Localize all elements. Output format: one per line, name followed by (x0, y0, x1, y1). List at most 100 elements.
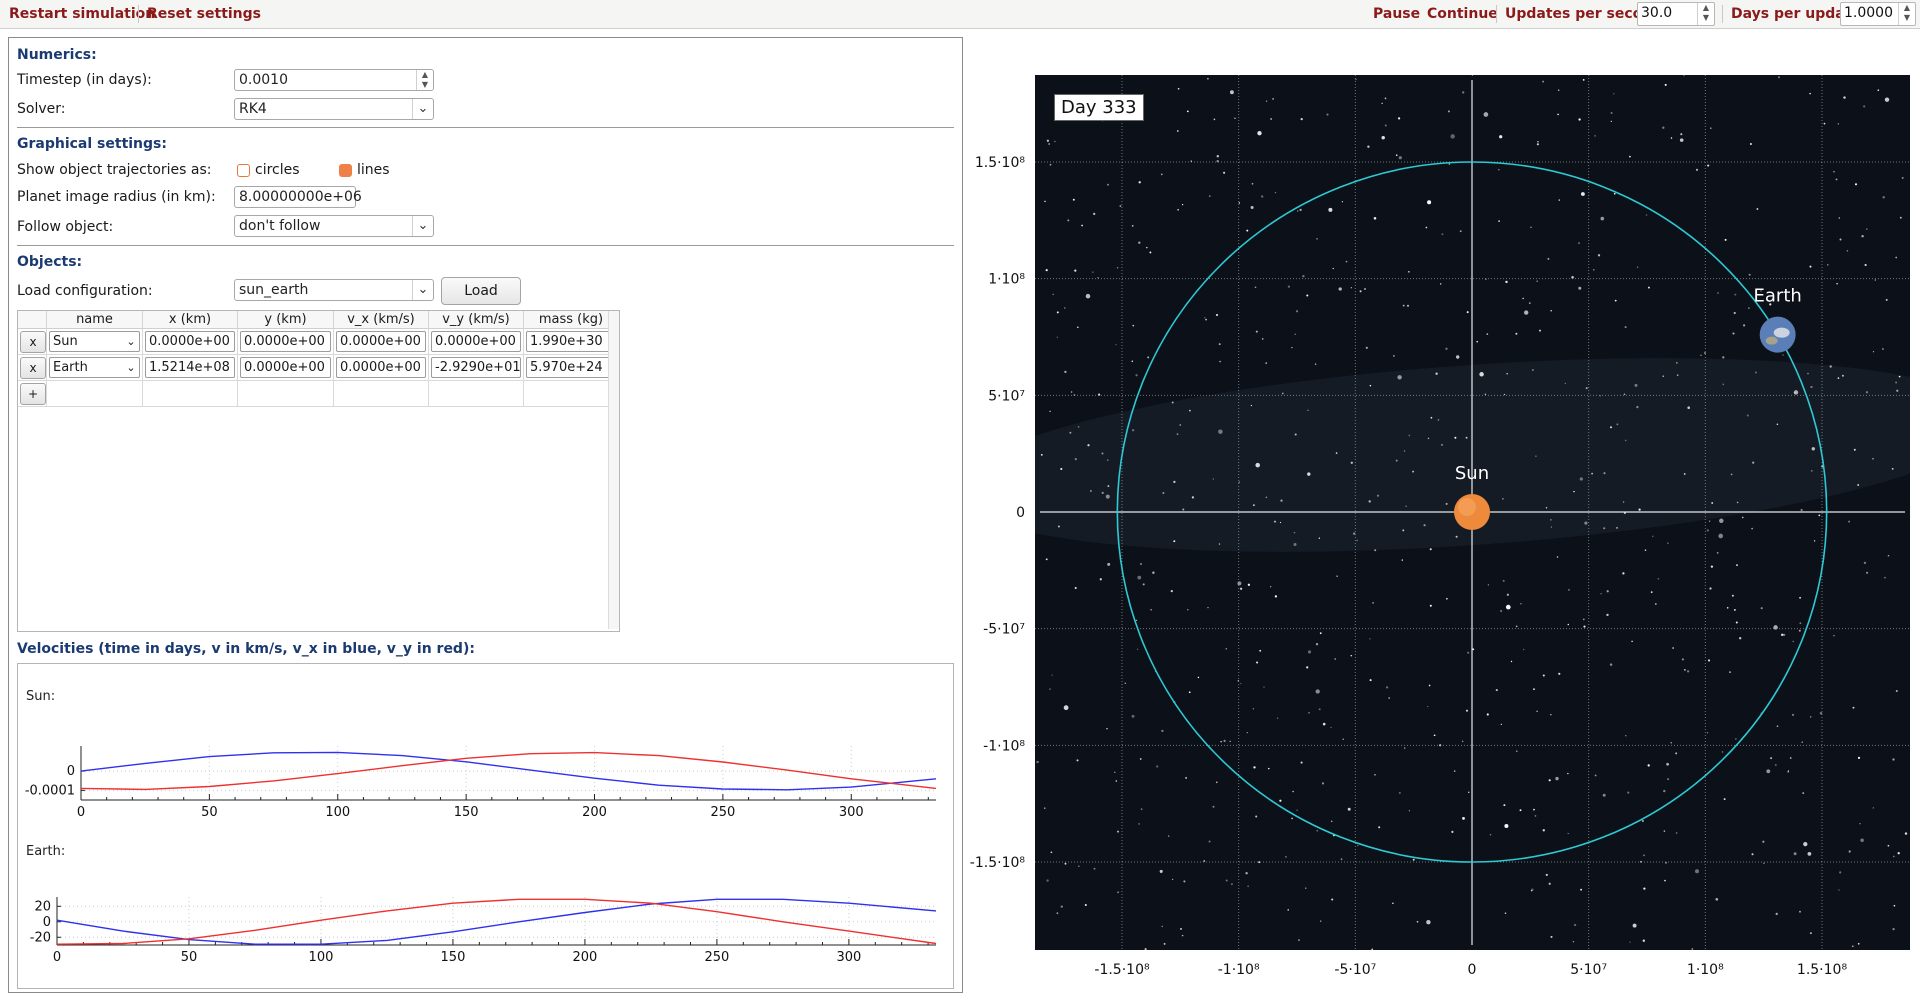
divider (17, 127, 954, 128)
column-header[interactable]: mass (kg) (524, 311, 619, 329)
object-name-select[interactable]: Earth ⌄ (49, 357, 140, 378)
load-button[interactable]: Load (441, 277, 521, 305)
star (1131, 225, 1134, 227)
days-per-update-spinbox[interactable]: 1.0000 ▲ ▼ (1840, 2, 1916, 26)
pause-button[interactable]: Pause (1373, 6, 1421, 22)
timestep-spinbox[interactable]: 0.0010 ▲ ▼ (234, 69, 434, 91)
x-tick-label: 150 (441, 950, 466, 965)
chevron-down-icon[interactable]: ⌄ (412, 216, 433, 236)
column-header[interactable]: x (km) (143, 311, 238, 329)
simulation-canvas[interactable]: Sun Earth Day 333 (1035, 75, 1910, 950)
star (1770, 757, 1773, 760)
star (1813, 540, 1816, 542)
star (1246, 229, 1249, 232)
star (1296, 809, 1298, 811)
vy-input[interactable]: -2.9290e+01 (431, 357, 521, 378)
days-per-update-label: Days per update: (1731, 6, 1867, 22)
star (1381, 135, 1385, 140)
star (1177, 87, 1180, 90)
star (1624, 326, 1627, 329)
star (1734, 293, 1737, 296)
star (1746, 414, 1749, 417)
star (1664, 879, 1666, 882)
y-input[interactable]: 0.0000e+00 (240, 331, 331, 352)
star (1647, 764, 1650, 767)
continue-button[interactable]: Continue (1427, 6, 1498, 22)
star (1610, 111, 1613, 115)
star (1054, 140, 1056, 143)
lines-checkbox[interactable] (339, 164, 352, 177)
star (1760, 607, 1763, 610)
star (1203, 860, 1206, 862)
star (1294, 433, 1297, 436)
updates-per-second-spinbox[interactable]: 30.0 ▲ ▼ (1637, 2, 1715, 26)
chevron-down-icon[interactable]: ⌄ (126, 335, 136, 348)
star (1131, 714, 1135, 718)
add-row-button[interactable]: + (20, 383, 46, 405)
vx-input[interactable]: 0.0000e+00 (336, 331, 426, 352)
star (1255, 462, 1260, 468)
solver-select[interactable]: RK4 ⌄ (234, 98, 434, 120)
chevron-down-icon[interactable]: ⌄ (412, 280, 433, 300)
star (1732, 332, 1735, 335)
star (1372, 602, 1374, 604)
star (1237, 581, 1242, 586)
star (1471, 75, 1474, 76)
days-per-update-value: 1.0000 (1844, 5, 1893, 21)
spin-arrows-icon[interactable]: ▲ ▼ (1898, 3, 1915, 25)
column-header[interactable]: v_x (km/s) (334, 311, 429, 329)
spin-arrows-icon[interactable]: ▲ ▼ (1697, 3, 1714, 25)
star (1350, 461, 1353, 464)
star (1093, 867, 1096, 870)
star (1350, 654, 1353, 657)
star (1257, 131, 1262, 136)
chevron-down-icon[interactable]: ⌄ (412, 99, 433, 119)
star (1092, 271, 1094, 273)
star (1742, 516, 1744, 519)
table-scrollbar[interactable] (608, 311, 619, 629)
star (1316, 829, 1319, 832)
configuration-select[interactable]: sun_earth ⌄ (234, 279, 434, 301)
x-tick-label: 1·10⁸ (1687, 962, 1724, 978)
y-tick-label: -5·10⁷ (983, 622, 1025, 638)
y-input[interactable]: 0.0000e+00 (240, 357, 331, 378)
vy-input[interactable]: 0.0000e+00 (431, 331, 521, 352)
x-input[interactable]: 1.5214e+08 (145, 357, 235, 378)
star (1326, 113, 1329, 116)
star (1265, 100, 1268, 102)
circles-checkbox[interactable] (237, 164, 250, 177)
restart-simulation-button[interactable]: Restart simulation (9, 6, 156, 22)
star (1498, 169, 1500, 171)
star (1550, 714, 1552, 716)
star (1891, 468, 1894, 470)
star (1186, 110, 1189, 113)
planet-radius-input[interactable]: 8.00000000e+06 (234, 186, 362, 208)
star (1320, 920, 1322, 922)
object-name-select[interactable]: Sun ⌄ (49, 331, 140, 352)
star (1150, 608, 1152, 611)
vx-input[interactable]: 0.0000e+00 (336, 357, 426, 378)
star (1632, 923, 1637, 928)
star (1225, 648, 1228, 650)
remove-row-button[interactable]: x (20, 331, 46, 353)
x-tick-label: 250 (704, 950, 729, 965)
mass-input[interactable]: 5.970e+24 (526, 357, 616, 378)
reset-settings-button[interactable]: Reset settings (147, 6, 262, 22)
spin-arrows-icon[interactable]: ▲ ▼ (416, 70, 433, 90)
star (1502, 579, 1505, 582)
star (1171, 401, 1174, 404)
remove-row-button[interactable]: x (20, 357, 46, 379)
column-header[interactable]: y (km) (238, 311, 334, 329)
star (1670, 137, 1673, 139)
star (1567, 772, 1569, 775)
follow-object-select[interactable]: don't follow ⌄ (234, 215, 434, 237)
chevron-down-icon[interactable]: ⌄ (126, 361, 136, 374)
column-header[interactable]: v_y (km/s) (429, 311, 524, 329)
star (1318, 537, 1321, 539)
star (1270, 118, 1272, 120)
column-header[interactable]: name (47, 311, 143, 329)
solver-value: RK4 (239, 101, 267, 117)
x-input[interactable]: 0.0000e+00 (145, 331, 235, 352)
star (1542, 829, 1545, 832)
mass-input[interactable]: 1.990e+30 (526, 331, 616, 352)
